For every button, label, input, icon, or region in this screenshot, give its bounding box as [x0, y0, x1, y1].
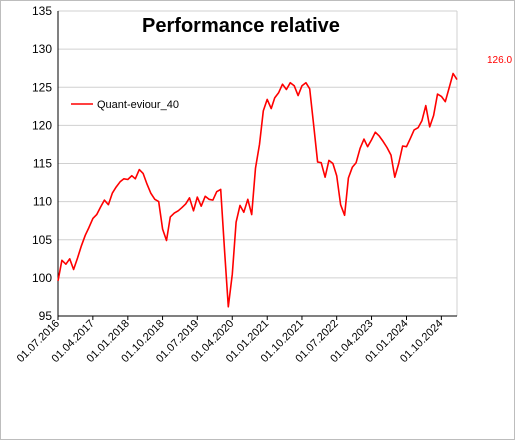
y-tick-labels: 95 100 105 110 115 120 125 130 135	[32, 4, 52, 323]
legend-label: Quant-eviour_40	[97, 99, 179, 111]
y-tick-label: 105	[32, 233, 52, 247]
y-tick-label: 125	[32, 80, 52, 94]
y-tick-label: 110	[33, 195, 52, 209]
chart-title: Performance relative	[142, 15, 340, 37]
x-tick-labels: 01.07.201601.04.201701.01.201801.10.2018…	[15, 316, 445, 365]
last-value-label: 126.0	[487, 55, 512, 66]
y-tick-label: 135	[32, 4, 52, 18]
y-tick-label: 130	[32, 42, 52, 56]
y-tick-label: 100	[32, 271, 52, 285]
legend: Quant-eviour_40	[71, 99, 179, 111]
y-tick-label: 120	[32, 118, 52, 132]
series-line	[57, 72, 458, 308]
y-tick-label: 95	[39, 309, 53, 323]
y-tick-label: 115	[33, 157, 52, 171]
gridlines	[58, 10, 457, 279]
